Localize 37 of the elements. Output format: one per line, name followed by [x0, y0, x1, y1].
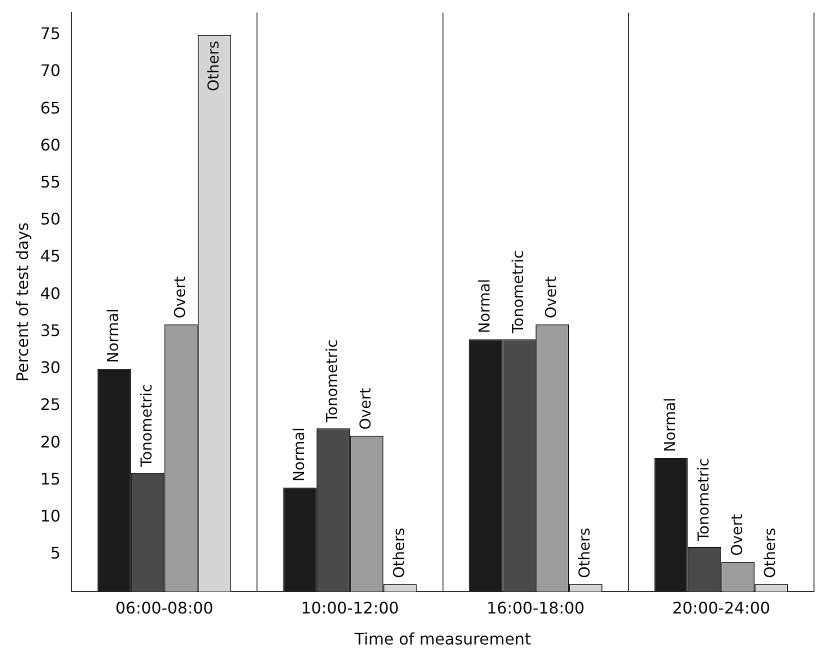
- text: Others: [576, 528, 594, 578]
- x-tick-label: 20:00-24:00: [672, 598, 770, 618]
- y-tick-label: 45: [40, 246, 61, 266]
- y-tick-label: 55: [40, 172, 61, 192]
- x-axis-title: Time of measurement: [354, 630, 531, 649]
- text: Normal: [475, 278, 494, 334]
- y-tick-label: 40: [40, 284, 61, 303]
- y-tick-label: 65: [40, 98, 61, 118]
- text: Overt: [542, 276, 560, 318]
- text: Overt: [728, 514, 746, 556]
- y-tick-label: 30: [40, 358, 61, 378]
- text: Normal: [290, 427, 308, 482]
- x-tick-label: 06:00-08:00: [115, 598, 214, 618]
- text: Tonometric: [694, 458, 712, 542]
- text: Normal: [104, 308, 122, 363]
- series-label: Others: [204, 40, 222, 92]
- x-tick-label: 16:00-18:00: [486, 598, 585, 618]
- text: Others: [390, 528, 408, 578]
- text: Tonometric: [323, 340, 342, 422]
- y-tick-label: 70: [40, 61, 61, 80]
- y-tick-label: 20: [40, 432, 61, 452]
- y-tick-label: 5: [50, 544, 61, 563]
- text: Overt: [356, 388, 375, 430]
- text: Others: [761, 528, 780, 578]
- y-tick-label: 75: [40, 24, 61, 44]
- text: Tonometric: [508, 250, 527, 334]
- y-tick-label: 35: [40, 320, 61, 340]
- x-tick-label: 10:00-12:00: [300, 598, 399, 618]
- text: Overt: [170, 276, 189, 318]
- y-tick-label: 50: [40, 210, 61, 229]
- y-tick-label: 25: [40, 395, 61, 414]
- y-tick-label: 10: [40, 506, 61, 526]
- text: Tonometric: [138, 384, 156, 468]
- y-axis-title: Percent of test days: [12, 222, 32, 382]
- text: Normal: [660, 398, 679, 452]
- y-tick-label: 60: [40, 135, 61, 154]
- y-tick-label: 15: [40, 469, 61, 488]
